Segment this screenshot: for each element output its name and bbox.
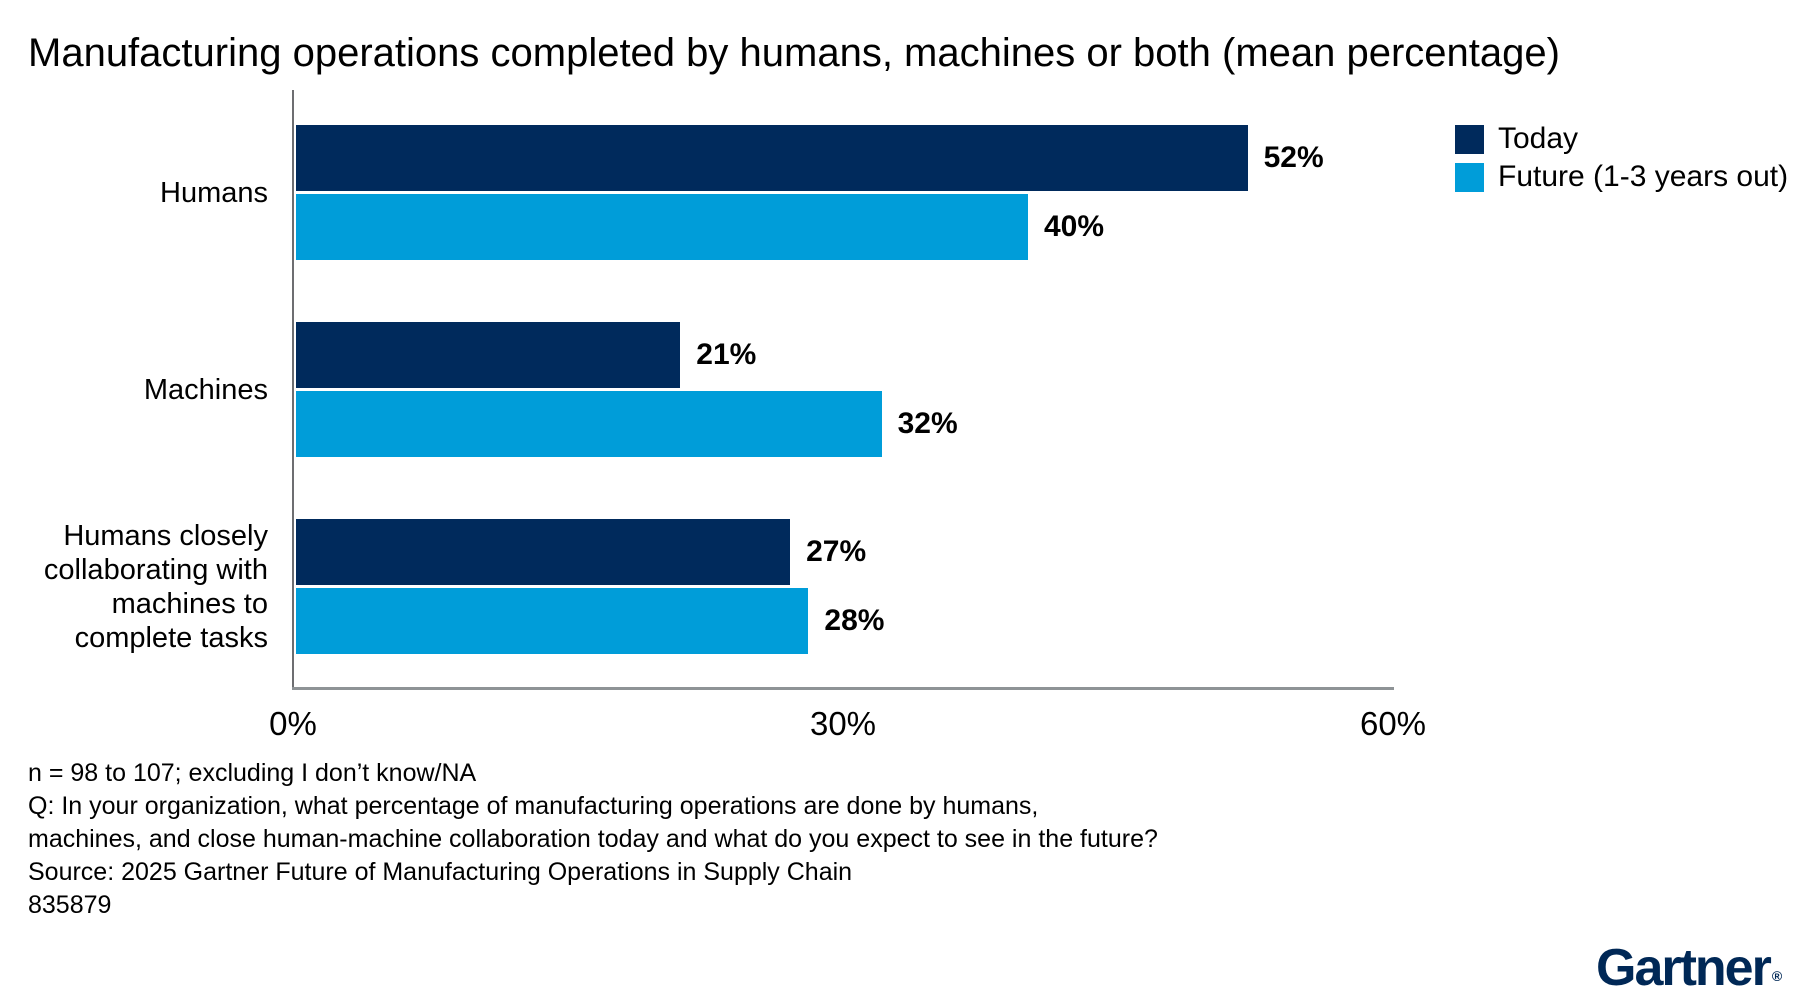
legend-item-future: Future (1-3 years out) (1455, 160, 1789, 193)
category-label-machines: Machines (143, 373, 268, 406)
legend: Today Future (1-3 years out) (1455, 122, 1789, 200)
x-tick-label-30: 30% (809, 705, 877, 742)
legend-item-today: Today (1455, 122, 1788, 155)
legend-label-today: Today (1498, 122, 1579, 155)
footnote-line-1: n = 98 to 107; excluding I don’t know/NA (28, 759, 477, 787)
bar-future-1-3-years-out-humans (296, 194, 1028, 260)
x-tick-label-60: 60% (1359, 705, 1427, 742)
category-label-humans: Humans (160, 176, 268, 209)
value-label-today-machines: 21% (696, 338, 757, 371)
gartner-logo: Gartner ® (1596, 938, 1782, 998)
chart-title: Manufacturing operations completed by hu… (28, 30, 1560, 75)
value-label-future-1-3-years-out-machines: 32% (897, 407, 958, 440)
bar-future-1-3-years-out-machines (296, 391, 882, 457)
category-label-humans-closely: Humans closely collaborating with machines… (43, 519, 268, 654)
footnote-line-2: Q: In your organization, what percentage… (28, 792, 1039, 820)
footnotes: n = 98 to 107; excluding I don’t know/NA… (28, 757, 1158, 922)
footnote-line-5: 835879 (28, 891, 112, 919)
value-label-future-1-3-years-out-humans-closely: 28% (824, 604, 885, 637)
value-label-today-humans: 52% (1263, 141, 1324, 174)
legend-label-future: Future (1-3 years out) (1498, 160, 1789, 193)
bar-future-1-3-years-out-humans-closely (296, 588, 809, 654)
bar-today-machines (296, 322, 681, 388)
footnote-line-3: machines, and close human-machine collab… (28, 825, 1158, 853)
bar-today-humans (296, 125, 1248, 191)
gartner-logo-text: Gartner (1596, 939, 1772, 997)
footnote-line-4: Source: 2025 Gartner Future of Manufactu… (28, 858, 853, 886)
registered-trademark-icon: ® (1771, 968, 1783, 984)
value-label-today-humans-closely: 27% (806, 535, 867, 568)
x-tick-label-0: 0% (269, 705, 317, 742)
y-axis-line (292, 90, 294, 687)
legend-swatch-today (1455, 124, 1484, 154)
legend-swatch-future (1455, 162, 1484, 192)
value-label-future-1-3-years-out-humans: 40% (1044, 210, 1105, 243)
bar-today-humans-closely (296, 519, 791, 585)
x-axis-line (292, 687, 1394, 690)
